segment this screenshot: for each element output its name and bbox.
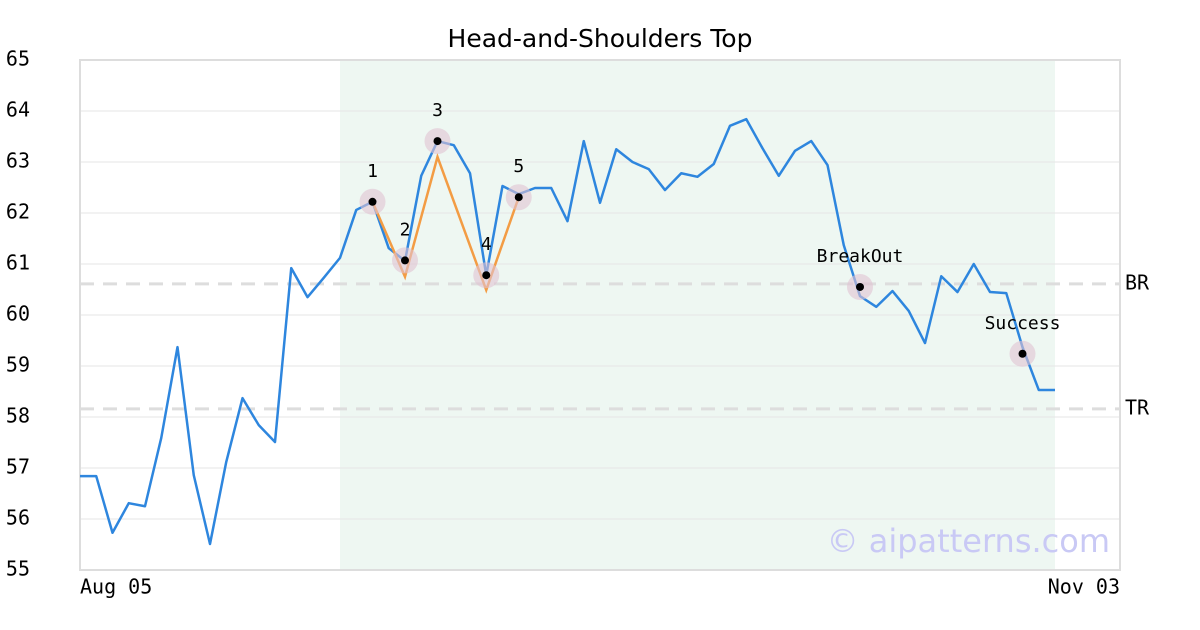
- annotation-dot: [1018, 349, 1027, 358]
- annotation-dot: [482, 271, 491, 280]
- y-tick-label: 55: [6, 557, 30, 581]
- chart-title: Head-and-Shoulders Top: [448, 24, 753, 53]
- annotation-dot: [368, 197, 377, 206]
- reference-label: BR: [1125, 270, 1150, 294]
- annotation-label: BreakOut: [817, 246, 904, 267]
- y-tick-label: 60: [6, 302, 30, 326]
- y-tick-label: 56: [6, 506, 30, 530]
- annotation-label: Success: [985, 313, 1061, 334]
- price-line: [80, 117, 1055, 546]
- y-tick-label: 61: [6, 251, 30, 275]
- y-tick-label: 57: [6, 455, 30, 479]
- x-tick-label: Nov 03: [1048, 575, 1120, 599]
- annotation-dot: [433, 137, 442, 146]
- y-tick-label: 63: [6, 149, 30, 173]
- y-tick-label: 62: [6, 200, 30, 224]
- annotation-label: 4: [481, 234, 492, 255]
- annotation-label: 2: [400, 219, 411, 240]
- watermark: © aipatterns.com: [827, 522, 1110, 560]
- annotation-label: 5: [513, 156, 524, 177]
- annotation-dot: [401, 256, 409, 265]
- pattern-line: [371, 152, 520, 294]
- y-tick-label: 65: [6, 47, 30, 71]
- y-tick-label: 64: [6, 98, 30, 122]
- annotation-dot: [856, 282, 864, 291]
- x-tick-label: Aug 05: [80, 575, 152, 599]
- y-tick-label: 59: [6, 353, 30, 377]
- plot-frame: [79, 59, 1121, 571]
- annotation-label: 3: [432, 100, 443, 121]
- y-tick-label: 58: [6, 404, 30, 428]
- reference-label: TR: [1125, 395, 1150, 419]
- annotation-dot: [514, 193, 523, 202]
- annotation-label: 1: [367, 161, 378, 182]
